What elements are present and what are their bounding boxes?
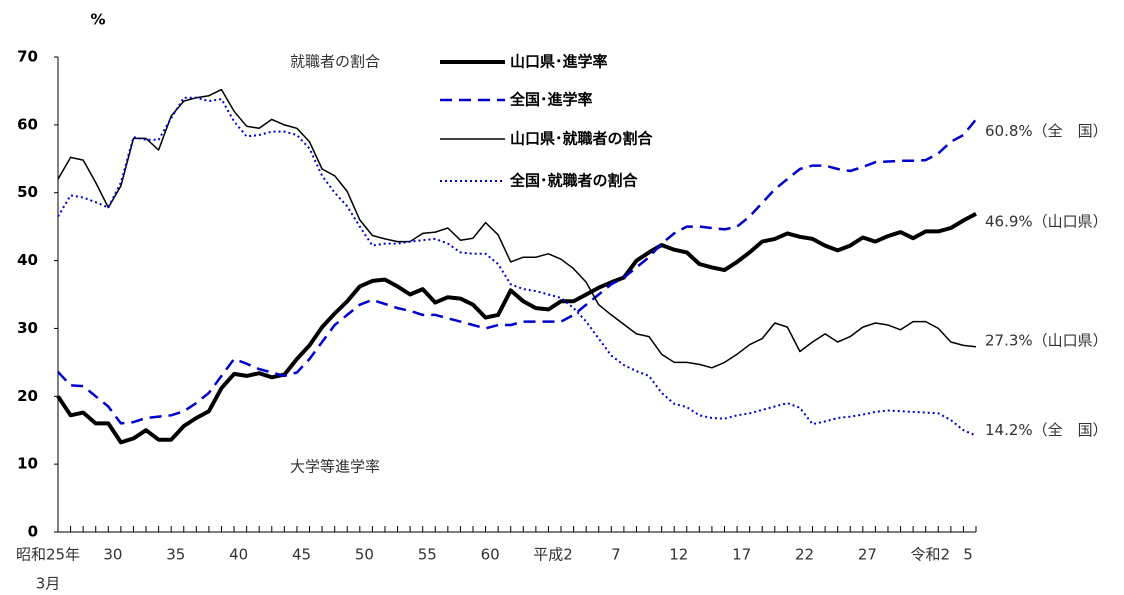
x-tick-label: 22 [795,546,814,564]
x-tick-label: 45 [292,546,311,564]
series-line [56,212,977,445]
legend-label: 全国･進学率 [509,91,593,109]
x-tick-label: 50 [355,546,374,564]
annotation: 就職者の割合 [290,53,380,71]
y-tick-label: 30 [17,319,38,337]
y-tick-label: 50 [17,183,38,201]
end-label: 27.3%（山口県） [985,331,1108,349]
legend-label: 山口県･進学率 [510,53,608,71]
x-tick-label: 40 [229,546,248,564]
x-tick-label: 令和2 [911,546,951,564]
x-tick-label: 7 [611,546,621,564]
end-label: 46.9%（山口県） [985,212,1108,230]
series-line [57,118,977,425]
x-tick-label: 17 [732,546,751,564]
x-tick-label: 55 [418,546,437,564]
series-line [57,96,977,437]
x-tick-label: 60 [481,546,500,564]
y-tick-label: 10 [17,455,38,473]
x-tick-label: 5 [963,546,973,564]
x-tick-label: 35 [166,546,185,564]
y-tick-label: 60 [17,115,38,133]
y-tick-label: 20 [17,387,38,405]
x-label-note: 3月 [36,575,61,592]
x-tick-label: 12 [669,546,688,564]
legend-label: 全国･就職者の割合 [509,172,639,190]
x-tick-label: 30 [103,546,122,564]
y-tick-label: 0 [28,523,38,541]
end-label: 60.8%（全 国） [985,122,1108,140]
legend-label: 山口県･就職者の割合 [510,130,654,148]
x-tick-label: 27 [858,546,877,564]
series-line [57,88,977,369]
x-tick-label: 平成2 [533,546,573,564]
y-tick-label: 40 [17,251,38,269]
y-unit: % [90,11,105,29]
end-label: 14.2%（全 国） [985,421,1108,439]
y-tick-label: 70 [17,48,38,66]
annotation: 大学等進学率 [290,458,380,476]
x-tick-label: 昭和25年 [16,546,80,564]
